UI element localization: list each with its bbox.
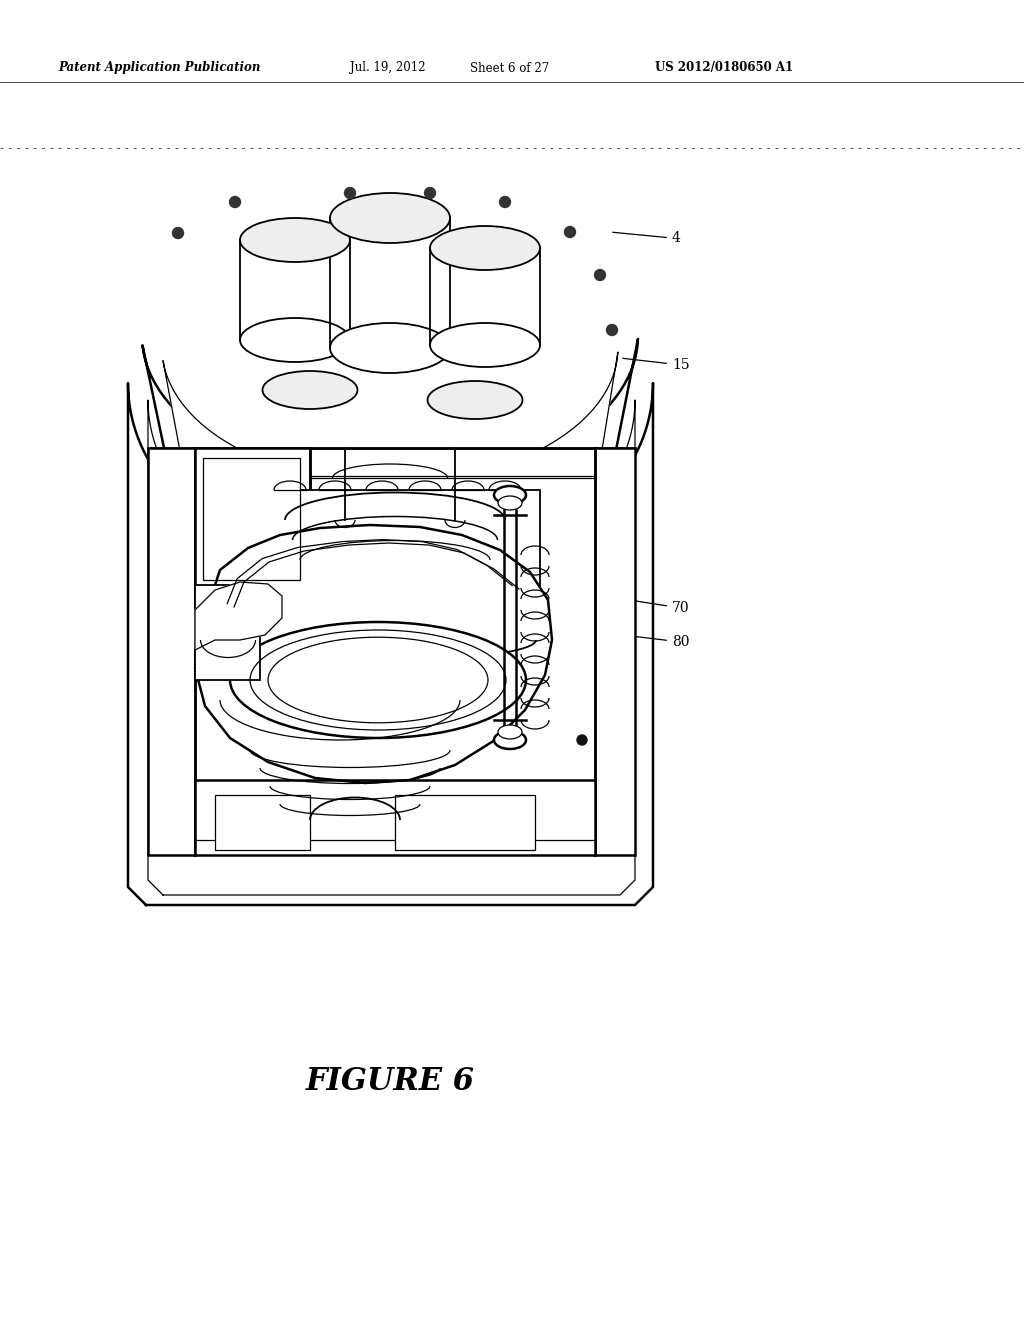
Text: 80: 80 <box>567 628 689 649</box>
Ellipse shape <box>427 381 522 418</box>
Polygon shape <box>195 525 552 783</box>
Circle shape <box>564 227 575 238</box>
Ellipse shape <box>494 486 526 504</box>
Bar <box>195 780 595 855</box>
Text: FIGURE 6: FIGURE 6 <box>305 1067 474 1097</box>
Ellipse shape <box>240 218 350 261</box>
Circle shape <box>229 197 241 207</box>
Circle shape <box>595 269 605 281</box>
Text: Sheet 6 of 27: Sheet 6 of 27 <box>470 62 549 74</box>
Circle shape <box>344 187 355 198</box>
Ellipse shape <box>230 622 526 738</box>
Circle shape <box>172 227 183 239</box>
Circle shape <box>500 197 511 207</box>
Polygon shape <box>148 352 635 895</box>
Bar <box>148 447 195 855</box>
Circle shape <box>425 187 435 198</box>
Bar <box>215 795 310 850</box>
Bar <box>258 490 540 640</box>
Ellipse shape <box>498 725 522 739</box>
Ellipse shape <box>240 318 350 362</box>
Ellipse shape <box>262 371 357 409</box>
Ellipse shape <box>430 323 540 367</box>
Text: Patent Application Publication: Patent Application Publication <box>58 62 260 74</box>
Text: 15: 15 <box>623 358 689 372</box>
Text: 4: 4 <box>612 231 681 246</box>
Circle shape <box>606 325 617 335</box>
Polygon shape <box>195 582 282 649</box>
Ellipse shape <box>498 496 522 510</box>
Ellipse shape <box>330 193 450 243</box>
Ellipse shape <box>430 226 540 271</box>
Bar <box>195 447 310 590</box>
Text: US 2012/0180650 A1: US 2012/0180650 A1 <box>655 62 794 74</box>
Circle shape <box>577 735 587 744</box>
Ellipse shape <box>330 323 450 374</box>
Polygon shape <box>128 339 653 906</box>
Bar <box>395 795 535 850</box>
Bar <box>195 585 260 680</box>
Text: Jul. 19, 2012: Jul. 19, 2012 <box>350 62 426 74</box>
Text: 70: 70 <box>567 590 689 615</box>
Ellipse shape <box>494 731 526 748</box>
Bar <box>195 447 595 855</box>
Bar <box>203 458 300 579</box>
Bar <box>595 447 635 855</box>
